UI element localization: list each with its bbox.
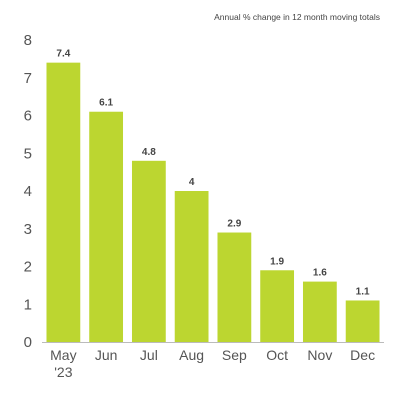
x-tick-label: Dec bbox=[350, 347, 375, 363]
data-label: 4.8 bbox=[142, 147, 156, 158]
y-tick-label: 5 bbox=[24, 145, 32, 162]
y-tick-label: 1 bbox=[24, 296, 32, 313]
x-tick-label: Sep bbox=[222, 347, 247, 363]
y-tick-label: 0 bbox=[24, 334, 32, 351]
y-tick-label: 7 bbox=[24, 70, 32, 87]
y-axis: 0 1 2 3 4 5 6 7 8 bbox=[24, 32, 32, 351]
data-label: 2.9 bbox=[227, 219, 241, 230]
bar-jun bbox=[89, 111, 124, 342]
bar-oct bbox=[260, 270, 295, 342]
bar-jul bbox=[131, 160, 166, 342]
bar-nov bbox=[302, 281, 337, 342]
y-tick-label: 3 bbox=[24, 221, 32, 238]
data-label: 1.6 bbox=[313, 268, 327, 279]
data-label: 7.4 bbox=[56, 49, 70, 60]
chart-subtitle: Annual % change in 12 month moving total… bbox=[214, 12, 380, 22]
x-tick-label: Aug bbox=[179, 347, 204, 363]
data-label: 1.9 bbox=[270, 256, 284, 267]
x-tick-label: May bbox=[50, 347, 76, 363]
bar-may bbox=[46, 62, 81, 343]
bars: 7.4 6.1 4.8 4 2.9 1.9 1.6 1.1 bbox=[46, 49, 380, 343]
x-tick-label: Oct bbox=[266, 347, 288, 363]
data-label: 1.1 bbox=[356, 286, 370, 297]
y-tick-label: 6 bbox=[24, 108, 32, 125]
x-tick-label: Nov bbox=[307, 347, 332, 363]
x-tick-label: Jun bbox=[95, 347, 118, 363]
y-tick-label: 8 bbox=[24, 32, 32, 49]
bar-dec bbox=[345, 300, 380, 342]
x-tick-label: Jul bbox=[140, 347, 158, 363]
bar-sep bbox=[217, 232, 252, 342]
bar-aug bbox=[174, 191, 209, 342]
data-label: 6.1 bbox=[99, 98, 113, 109]
data-label: 4 bbox=[189, 177, 195, 188]
x-axis: May'23 Jun Jul Aug Sep Oct Nov Dec bbox=[42, 342, 384, 380]
y-tick-label: 4 bbox=[24, 183, 32, 200]
x-tick-sublabel: '23 bbox=[54, 364, 72, 380]
y-tick-label: 2 bbox=[24, 259, 32, 276]
